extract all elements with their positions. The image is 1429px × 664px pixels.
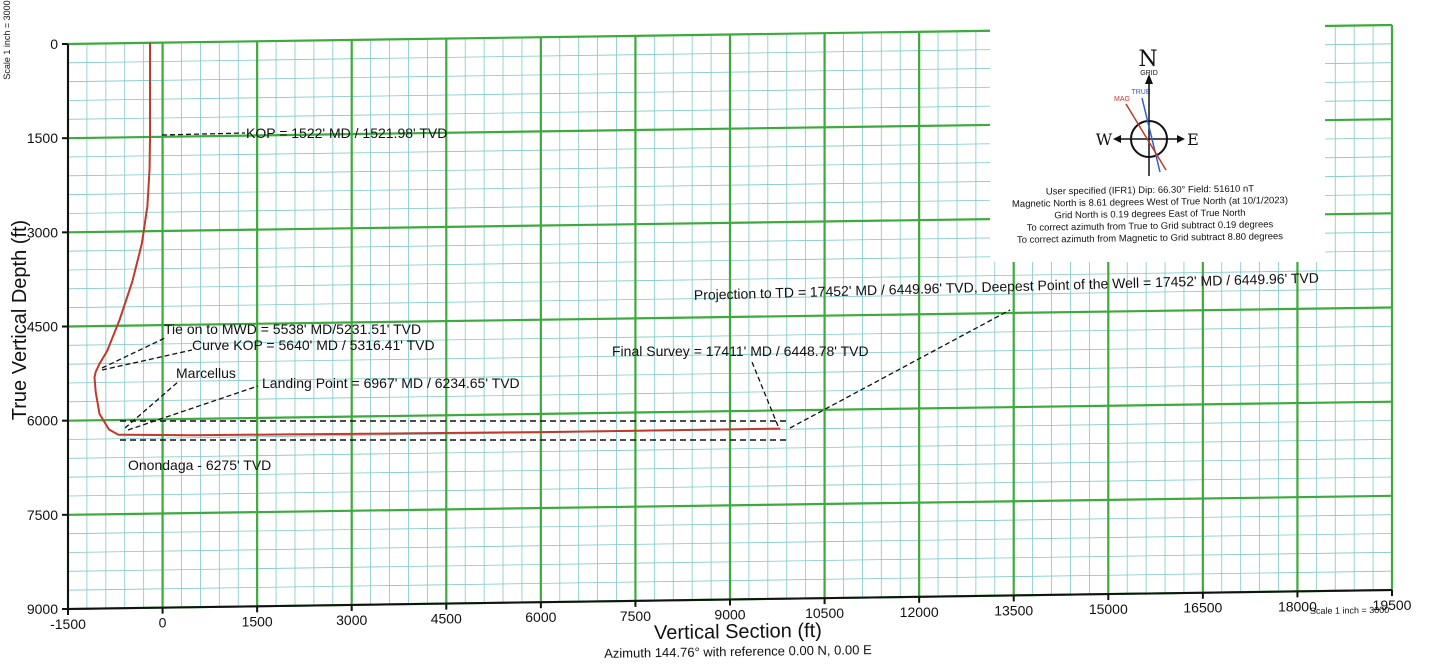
- east-label: E: [1187, 130, 1199, 149]
- leader-projection: [789, 309, 1011, 429]
- y-tick-label: 0: [50, 36, 58, 52]
- x-tick-label: 16500: [1183, 600, 1222, 616]
- compass-info-line-2: Magnetic North is 8.61 degrees West of T…: [1012, 195, 1288, 210]
- east-arrow-icon: [1177, 135, 1185, 143]
- annotation-final-survey: Final Survey = 17411' MD / 6448.78' TVD: [612, 343, 869, 359]
- major-grid-line-h: [67, 494, 1393, 516]
- x-tick-label: 10500: [805, 605, 844, 621]
- true-north-line: [1141, 97, 1161, 173]
- x-tick-label: 0: [159, 615, 167, 631]
- x-tick-label: 3000: [336, 612, 367, 628]
- leader-curve-kop: [101, 349, 193, 371]
- x-tick-label: 7500: [620, 608, 651, 624]
- annotation-kop: KOP = 1522' MD / 1521.98' TVD: [246, 125, 447, 141]
- grid-label: GRID: [1140, 70, 1158, 77]
- x-tick-labels: -1500 0 1500 3000 4500 6000 7500 9000 10500 12000…: [50, 590, 1412, 632]
- north-label: N: [1138, 47, 1157, 72]
- west-arrow-icon: [1113, 135, 1121, 143]
- annotation-curve-kop: Curve KOP = 5640' MD / 5316.41' TVD: [192, 337, 435, 353]
- scale-left-label: Scale 1 inch = 3000: [2, 0, 12, 79]
- y-tick-label: 7500: [27, 507, 58, 523]
- annotation-marcellus: Marcellus: [176, 365, 236, 381]
- leader-marcellus: [124, 381, 179, 429]
- compass-info-line-4: To correct azimuth from True to Grid sub…: [1027, 219, 1274, 233]
- major-grid-line-h: [67, 306, 1393, 328]
- x-axis-title: Vertical Section (ft): [654, 620, 822, 644]
- compass-info-line-1: User specified (IFR1) Dip: 66.30° Field:…: [1046, 184, 1254, 198]
- compass-box: N GRID TRUE MAG W E User specified (IFR1…: [990, 22, 1325, 262]
- compass-info-line-5: To correct azimuth from Magnetic to Grid…: [1017, 231, 1283, 246]
- compass-panel: [990, 22, 1325, 262]
- x-tick-label: 1500: [242, 613, 273, 629]
- scale-bottom-label: Scale 1 inch = 3000: [1310, 605, 1389, 616]
- x-tick-label: 19500: [1373, 597, 1412, 613]
- annotation-tie-on: Tie on to MWD = 5538' MD/5231.51' TVD: [164, 321, 421, 337]
- leader-kop: [161, 132, 246, 136]
- x-tick-label: 15000: [1089, 601, 1128, 617]
- azimuth-subtitle: Azimuth 144.76° with reference 0.00 N, 0…: [604, 642, 872, 661]
- x-tick-label: -1500: [50, 616, 86, 632]
- y-tick-label: 1500: [27, 130, 58, 146]
- true-label: TRUE: [1131, 89, 1150, 96]
- x-tick-label: 18000: [1278, 598, 1317, 614]
- y-tick-label: 3000: [27, 224, 58, 240]
- major-grid-line-h: [67, 400, 1393, 422]
- leader-final-survey: [751, 361, 779, 427]
- grid-north-arrow-icon: [1145, 74, 1153, 84]
- mag-north-line: [1125, 103, 1167, 171]
- annotation-onondaga: Onondaga - 6275' TVD: [128, 457, 271, 473]
- x-tick-label: 6000: [525, 609, 556, 625]
- annotation-leaders: [101, 132, 1011, 431]
- well-path-line: [93, 42, 781, 437]
- y-tick-label: 6000: [27, 413, 58, 429]
- axis-titles: True Vertical Depth (ft) Vertical Sectio…: [2, 0, 1389, 661]
- mag-label: MAG: [1114, 96, 1130, 103]
- annotation-projection: Projection to TD = 17452' MD / 6449.96' …: [694, 270, 1319, 303]
- annotation-landing: Landing Point = 6967' MD / 6234.65' TVD: [262, 375, 520, 391]
- leader-landing: [127, 385, 259, 431]
- x-tick-label: 12000: [900, 604, 939, 620]
- formation-markers: [120, 420, 790, 441]
- leader-tie-on: [101, 337, 166, 369]
- y-tick-label: 4500: [27, 319, 58, 335]
- compass-info-line-3: Grid North is 0.19 degrees East of True …: [1054, 208, 1245, 222]
- x-tick-label: 13500: [994, 602, 1033, 618]
- y-tick-label: 9000: [27, 601, 58, 617]
- x-tick-label: 4500: [431, 611, 462, 627]
- y-axis-title: True Vertical Depth (ft): [9, 220, 31, 420]
- x-tick-label: 9000: [714, 607, 745, 623]
- west-label: W: [1096, 130, 1113, 149]
- y-tick-labels: 0 1500 3000 4500 6000 7500 9000: [27, 36, 68, 617]
